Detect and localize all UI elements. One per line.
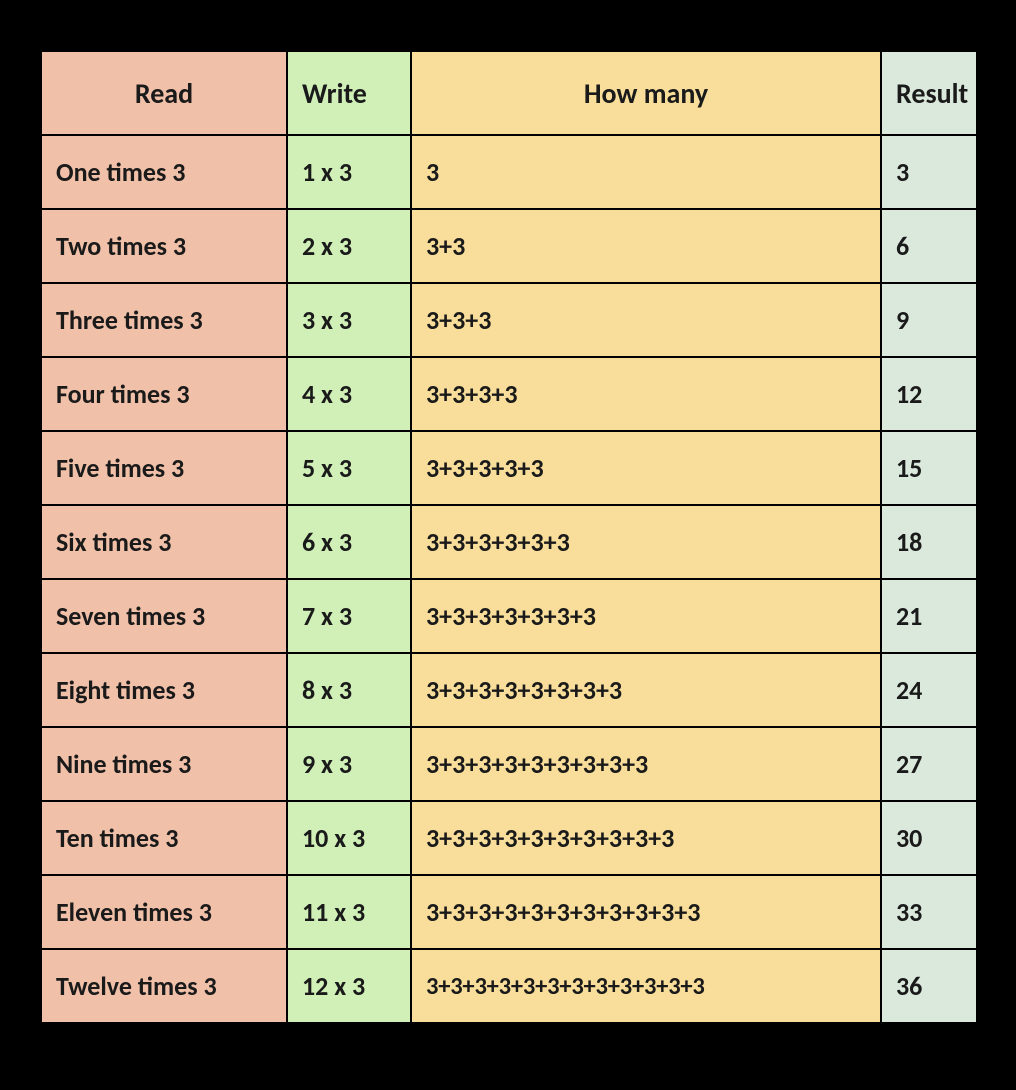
cell-write: 7 x 3: [287, 579, 411, 653]
table-body: One times 3 1 x 3 3 3 Two times 3 2 x 3 …: [41, 135, 977, 1023]
table-row: Twelve times 3 12 x 3 3+3+3+3+3+3+3+3+3+…: [41, 949, 977, 1023]
table-row: Ten times 3 10 x 3 3+3+3+3+3+3+3+3+3+3 3…: [41, 801, 977, 875]
cell-write: 11 x 3: [287, 875, 411, 949]
table-row: Six times 3 6 x 3 3+3+3+3+3+3 18: [41, 505, 977, 579]
cell-write: 8 x 3: [287, 653, 411, 727]
cell-result: 27: [881, 727, 977, 801]
cell-result: 33: [881, 875, 977, 949]
cell-howmany: 3+3+3+3+3: [411, 431, 881, 505]
cell-result: 24: [881, 653, 977, 727]
table-row: Two times 3 2 x 3 3+3 6: [41, 209, 977, 283]
cell-write: 10 x 3: [287, 801, 411, 875]
cell-howmany: 3+3+3+3+3+3+3+3+3+3+3: [411, 875, 881, 949]
cell-result: 3: [881, 135, 977, 209]
cell-howmany: 3: [411, 135, 881, 209]
times-table-container: Read Write How many Result One times 3 1…: [0, 0, 1016, 1064]
table-row: Nine times 3 9 x 3 3+3+3+3+3+3+3+3+3 27: [41, 727, 977, 801]
cell-read: Five times 3: [41, 431, 287, 505]
cell-result: 18: [881, 505, 977, 579]
table-row: Five times 3 5 x 3 3+3+3+3+3 15: [41, 431, 977, 505]
cell-read: Ten times 3: [41, 801, 287, 875]
cell-result: 6: [881, 209, 977, 283]
cell-howmany: 3+3+3+3+3+3+3+3: [411, 653, 881, 727]
cell-read: Eight times 3: [41, 653, 287, 727]
table-row: Three times 3 3 x 3 3+3+3 9: [41, 283, 977, 357]
cell-howmany: 3+3+3+3+3+3+3+3+3+3: [411, 801, 881, 875]
cell-result: 30: [881, 801, 977, 875]
cell-read: Six times 3: [41, 505, 287, 579]
cell-write: 1 x 3: [287, 135, 411, 209]
cell-howmany: 3+3+3+3: [411, 357, 881, 431]
cell-write: 9 x 3: [287, 727, 411, 801]
table-row: Eight times 3 8 x 3 3+3+3+3+3+3+3+3 24: [41, 653, 977, 727]
header-write: Write: [287, 51, 411, 135]
cell-result: 36: [881, 949, 977, 1023]
header-read: Read: [41, 51, 287, 135]
cell-write: 4 x 3: [287, 357, 411, 431]
cell-howmany: 3+3+3+3+3+3+3: [411, 579, 881, 653]
header-howmany: How many: [411, 51, 881, 135]
cell-howmany: 3+3: [411, 209, 881, 283]
cell-write: 2 x 3: [287, 209, 411, 283]
cell-result: 12: [881, 357, 977, 431]
table-row: Four times 3 4 x 3 3+3+3+3 12: [41, 357, 977, 431]
cell-howmany: 3+3+3+3+3+3+3+3+3: [411, 727, 881, 801]
cell-result: 15: [881, 431, 977, 505]
cell-howmany: 3+3+3+3+3+3: [411, 505, 881, 579]
cell-read: One times 3: [41, 135, 287, 209]
table-row: Eleven times 3 11 x 3 3+3+3+3+3+3+3+3+3+…: [41, 875, 977, 949]
cell-read: Four times 3: [41, 357, 287, 431]
table-row: Seven times 3 7 x 3 3+3+3+3+3+3+3 21: [41, 579, 977, 653]
table-header-row: Read Write How many Result: [41, 51, 977, 135]
cell-write: 12 x 3: [287, 949, 411, 1023]
cell-read: Seven times 3: [41, 579, 287, 653]
cell-read: Twelve times 3: [41, 949, 287, 1023]
header-result: Result: [881, 51, 977, 135]
cell-read: Two times 3: [41, 209, 287, 283]
table-row: One times 3 1 x 3 3 3: [41, 135, 977, 209]
cell-read: Three times 3: [41, 283, 287, 357]
cell-read: Eleven times 3: [41, 875, 287, 949]
cell-write: 3 x 3: [287, 283, 411, 357]
cell-result: 9: [881, 283, 977, 357]
cell-howmany: 3+3+3+3+3+3+3+3+3+3+3+3: [411, 949, 881, 1023]
cell-write: 5 x 3: [287, 431, 411, 505]
cell-result: 21: [881, 579, 977, 653]
times-table: Read Write How many Result One times 3 1…: [40, 50, 978, 1024]
cell-howmany: 3+3+3: [411, 283, 881, 357]
cell-read: Nine times 3: [41, 727, 287, 801]
cell-write: 6 x 3: [287, 505, 411, 579]
